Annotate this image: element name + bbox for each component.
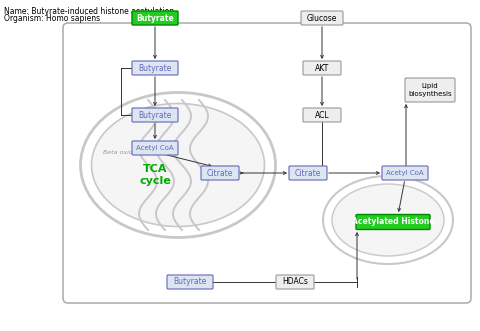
Text: Citrate: Citrate <box>295 168 321 177</box>
FancyBboxPatch shape <box>132 11 178 25</box>
FancyBboxPatch shape <box>405 78 455 102</box>
Text: ACL: ACL <box>315 111 329 119</box>
Text: Organism: Homo sapiens: Organism: Homo sapiens <box>4 14 100 23</box>
Text: Butyrate: Butyrate <box>138 64 172 72</box>
Text: TCA
cycle: TCA cycle <box>139 164 171 186</box>
Text: Acetylated Histone: Acetylated Histone <box>352 217 434 226</box>
FancyBboxPatch shape <box>382 166 428 180</box>
Text: Lipid: Lipid <box>422 83 438 89</box>
Text: biosynthesis: biosynthesis <box>408 91 452 97</box>
Text: AKT: AKT <box>315 64 329 72</box>
FancyBboxPatch shape <box>167 275 213 289</box>
Text: HDACs: HDACs <box>282 277 308 287</box>
Text: Butyrate: Butyrate <box>173 277 207 287</box>
Text: Acetyl CoA: Acetyl CoA <box>136 145 174 151</box>
Text: Butyrate: Butyrate <box>136 14 174 23</box>
Text: Glucose: Glucose <box>307 14 337 23</box>
Text: Acetyl CoA: Acetyl CoA <box>386 170 424 176</box>
Text: Butyrate: Butyrate <box>138 111 172 119</box>
FancyBboxPatch shape <box>356 214 430 229</box>
FancyBboxPatch shape <box>132 61 178 75</box>
FancyBboxPatch shape <box>132 108 178 122</box>
FancyBboxPatch shape <box>63 23 471 303</box>
FancyBboxPatch shape <box>201 166 239 180</box>
Ellipse shape <box>332 184 444 256</box>
FancyBboxPatch shape <box>132 141 178 155</box>
Text: Name: Butyrate-induced histone acetylation: Name: Butyrate-induced histone acetylati… <box>4 7 174 16</box>
Text: Beta oxidation: Beta oxidation <box>103 150 149 155</box>
FancyBboxPatch shape <box>301 11 343 25</box>
FancyBboxPatch shape <box>289 166 327 180</box>
Ellipse shape <box>81 92 276 238</box>
FancyBboxPatch shape <box>303 61 341 75</box>
FancyBboxPatch shape <box>276 275 314 289</box>
Ellipse shape <box>323 176 453 264</box>
Ellipse shape <box>92 104 264 226</box>
FancyBboxPatch shape <box>303 108 341 122</box>
Text: Citrate: Citrate <box>207 168 233 177</box>
